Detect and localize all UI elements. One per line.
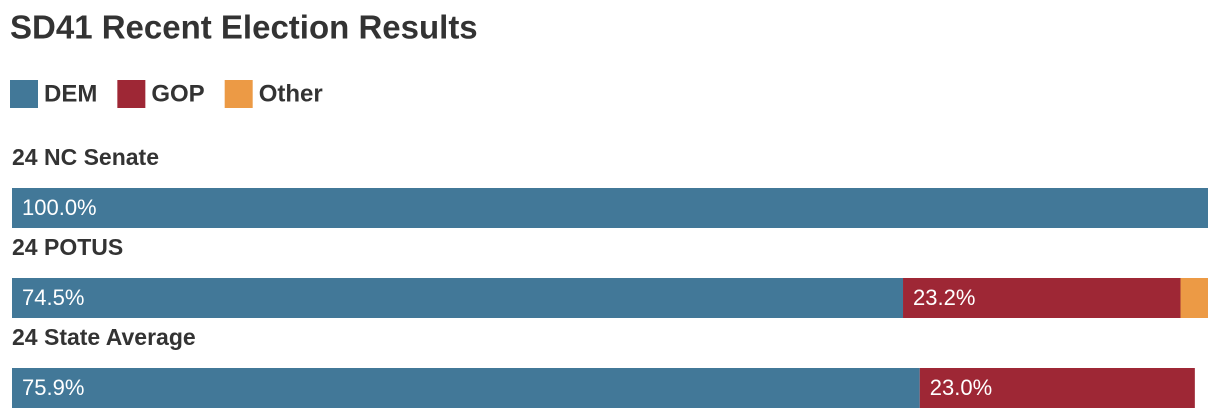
value-label: 100.0% xyxy=(22,195,97,220)
value-label: 23.2% xyxy=(913,285,975,310)
bar-segment xyxy=(12,278,904,318)
category-label: 24 NC Senate xyxy=(12,144,159,170)
value-label: 23.0% xyxy=(930,375,992,400)
bar-segment xyxy=(903,278,1181,318)
legend-label: GOP xyxy=(151,80,204,107)
value-label: 74.5% xyxy=(22,285,84,310)
legend-swatch xyxy=(10,80,38,108)
chart-title: SD41 Recent Election Results xyxy=(10,9,478,46)
legend-swatch xyxy=(117,80,146,108)
category-label: 24 State Average xyxy=(12,324,196,350)
legend-label: Other xyxy=(259,80,323,107)
bar-segment xyxy=(12,368,920,408)
bar-segment xyxy=(12,188,1208,228)
legend-label: DEM xyxy=(44,80,97,107)
bar-segment xyxy=(919,368,1195,408)
legend-swatch xyxy=(224,80,253,108)
bar-segment xyxy=(1180,278,1208,318)
category-label: 24 POTUS xyxy=(12,234,123,260)
value-label: 75.9% xyxy=(22,375,84,400)
